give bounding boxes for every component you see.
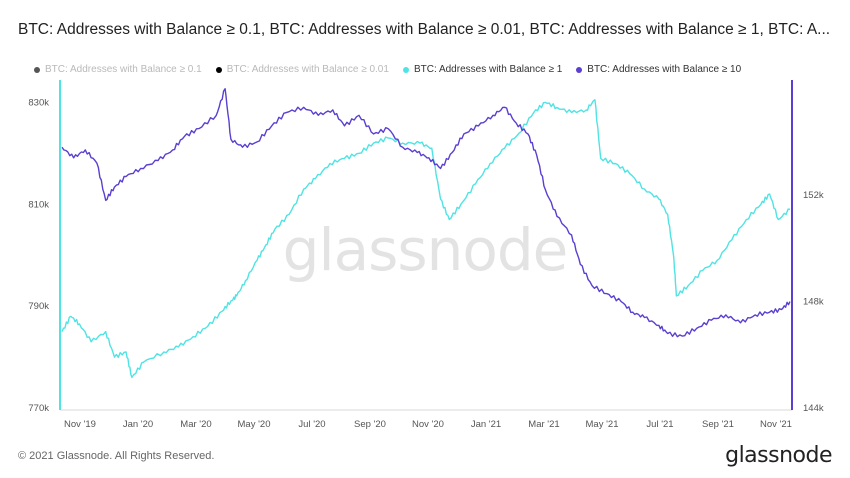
- legend-item-gte-0-1[interactable]: BTC: Addresses with Balance ≥ 0.1: [34, 64, 202, 75]
- y-left-tick-label: 830k: [28, 97, 49, 108]
- x-tick-label: Nov '19: [64, 419, 96, 430]
- y-left-tick-label: 770k: [28, 403, 49, 414]
- y-right-tick-label: 152k: [803, 190, 824, 201]
- legend-label-gte-10: BTC: Addresses with Balance ≥ 10: [587, 64, 742, 75]
- x-tick-label: Nov '21: [760, 419, 792, 430]
- legend-label-gte-0-1: BTC: Addresses with Balance ≥ 0.1: [45, 64, 202, 75]
- x-tick-label: May '21: [586, 419, 619, 430]
- legend-dot-gte-0-1: [34, 66, 40, 73]
- watermark-text: glassnode: [283, 216, 568, 284]
- copyright-text: © 2021 Glassnode. All Rights Reserved.: [18, 450, 215, 462]
- x-tick-label: Jul '21: [646, 419, 673, 430]
- legend-item-gte-0-01[interactable]: BTC: Addresses with Balance ≥ 0.01: [215, 64, 389, 75]
- x-axis-ticks: Nov '19 Jan '20 Mar '20 May '20 Jul '20 Sep '…: [64, 419, 792, 430]
- legend: BTC: Addresses with Balance ≥ 0.1 BTC: A…: [34, 64, 741, 75]
- x-tick-label: Jan '21: [471, 419, 501, 430]
- x-tick-label: Mar '21: [528, 419, 559, 430]
- y-right-tick-label: 148k: [803, 297, 824, 308]
- y-axis-left-ticks: 770k 790k 810k 830k: [28, 97, 49, 414]
- legend-dot-gte-0-01: [215, 66, 222, 73]
- x-tick-label: May '20: [238, 419, 271, 430]
- legend-dot-gte-10: [576, 66, 583, 73]
- x-tick-label: Sep '20: [354, 419, 386, 430]
- legend-item-gte-1[interactable]: BTC: Addresses with Balance ≥ 1: [402, 64, 563, 75]
- series-line-gte-1: [61, 99, 791, 379]
- y-left-tick-label: 790k: [28, 301, 49, 312]
- series-line-gte-10: [61, 88, 791, 338]
- x-tick-label: Jul '20: [298, 419, 325, 430]
- y-axis-right-ticks: 144k 148k 152k: [803, 190, 824, 414]
- legend-dot-gte-1: [402, 66, 409, 73]
- x-tick-label: Nov '20: [412, 419, 444, 430]
- y-right-tick-label: 144k: [803, 403, 824, 414]
- legend-item-gte-10[interactable]: BTC: Addresses with Balance ≥ 10: [576, 64, 741, 75]
- legend-label-gte-0-01: BTC: Addresses with Balance ≥ 0.01: [226, 64, 389, 75]
- chart-title: BTC: Addresses with Balance ≥ 0.1, BTC: …: [18, 21, 831, 38]
- glassnode-logo: glassnode: [725, 443, 832, 468]
- legend-label-gte-1: BTC: Addresses with Balance ≥ 1: [413, 64, 563, 75]
- x-tick-label: Mar '20: [180, 419, 211, 430]
- x-tick-label: Jan '20: [123, 419, 153, 430]
- y-left-tick-label: 810k: [28, 199, 49, 210]
- x-tick-label: Sep '21: [702, 419, 734, 430]
- series-lines: [61, 88, 791, 379]
